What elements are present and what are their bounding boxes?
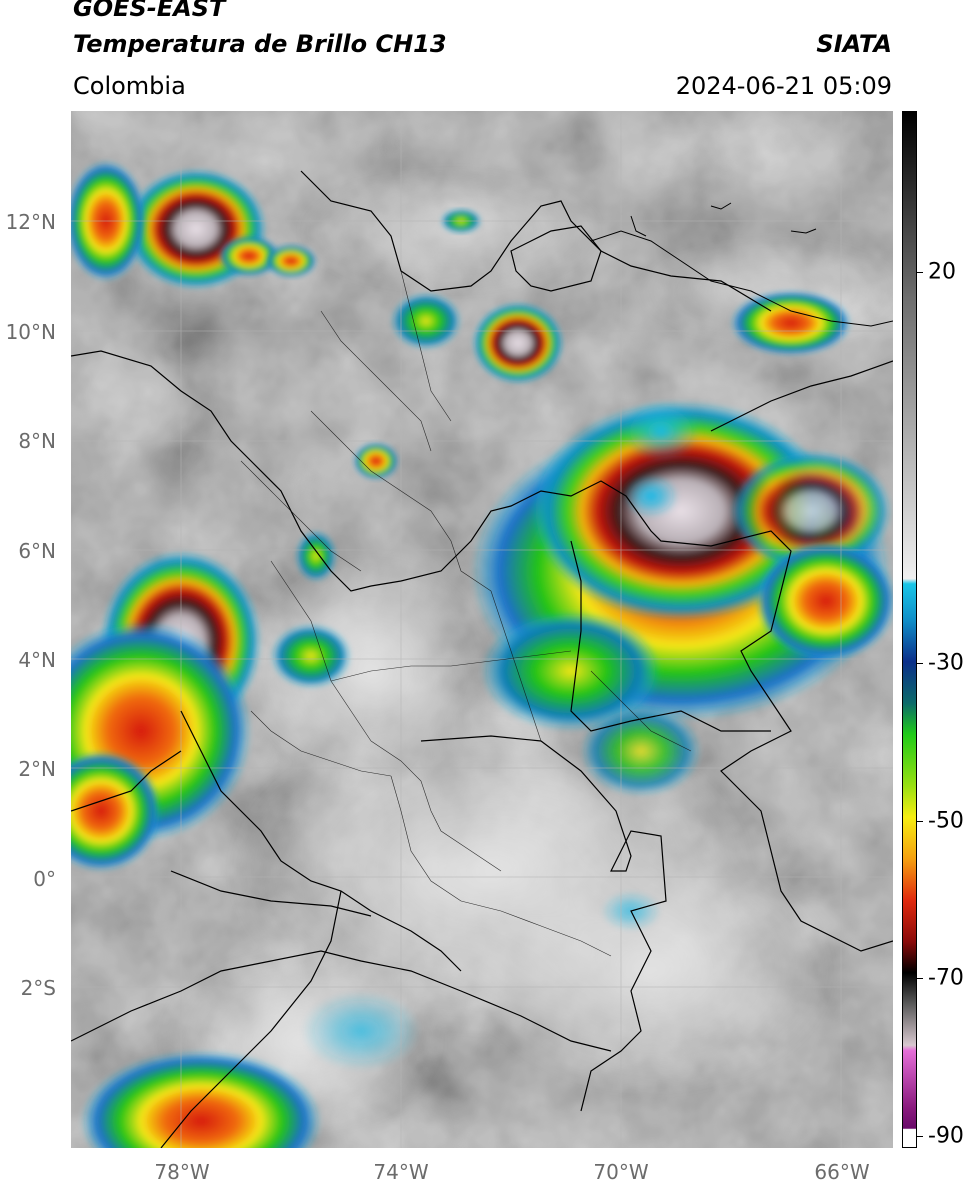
timestamp-label: 2024-06-21 05:09 [675, 72, 892, 100]
satellite-map[interactable] [71, 111, 893, 1148]
colorbar-tick-neg30 [917, 663, 923, 664]
colorbar-label-neg70: -70 [928, 965, 964, 991]
lon-label-66w: 66°W [814, 1160, 870, 1184]
lat-label-4n: 4°N [18, 648, 56, 672]
colorbar-tick-neg90 [917, 1136, 923, 1137]
lat-label-equator: 0° [33, 867, 56, 891]
colorbar-tick-neg70 [917, 978, 923, 979]
title-satellite: GOES-EAST [73, 0, 226, 22]
lat-label-2s: 2°S [20, 976, 56, 1000]
lon-label-74w: 74°W [373, 1160, 429, 1184]
convective-cells [71, 161, 893, 1148]
colorbar-label-neg30: -30 [928, 650, 964, 676]
lon-label-70w: 70°W [593, 1160, 649, 1184]
region-label: Colombia [73, 72, 186, 100]
department-borders [240, 270, 692, 957]
graticule [71, 111, 893, 1148]
lat-label-12n: 12°N [5, 210, 56, 234]
colorbar-label-20: 20 [928, 259, 956, 285]
coastlines [590, 202, 893, 327]
lat-label-8n: 8°N [18, 429, 56, 453]
colorbar-tick-neg50 [917, 821, 923, 822]
colorbar-label-neg50: -50 [928, 808, 964, 834]
temperature-colorbar [902, 111, 917, 1148]
country-borders [71, 170, 893, 1148]
lat-label-6n: 6°N [18, 539, 56, 563]
lon-label-78w: 78°W [154, 1160, 210, 1184]
colorbar-tick-20 [917, 272, 923, 273]
brand-label: SIATA [816, 30, 892, 58]
lat-label-10n: 10°N [5, 320, 56, 344]
title-product: Temperatura de Brillo CH13 [73, 30, 447, 58]
colorbar-label-neg90: -90 [928, 1123, 964, 1149]
lat-label-2n: 2°N [18, 757, 56, 781]
